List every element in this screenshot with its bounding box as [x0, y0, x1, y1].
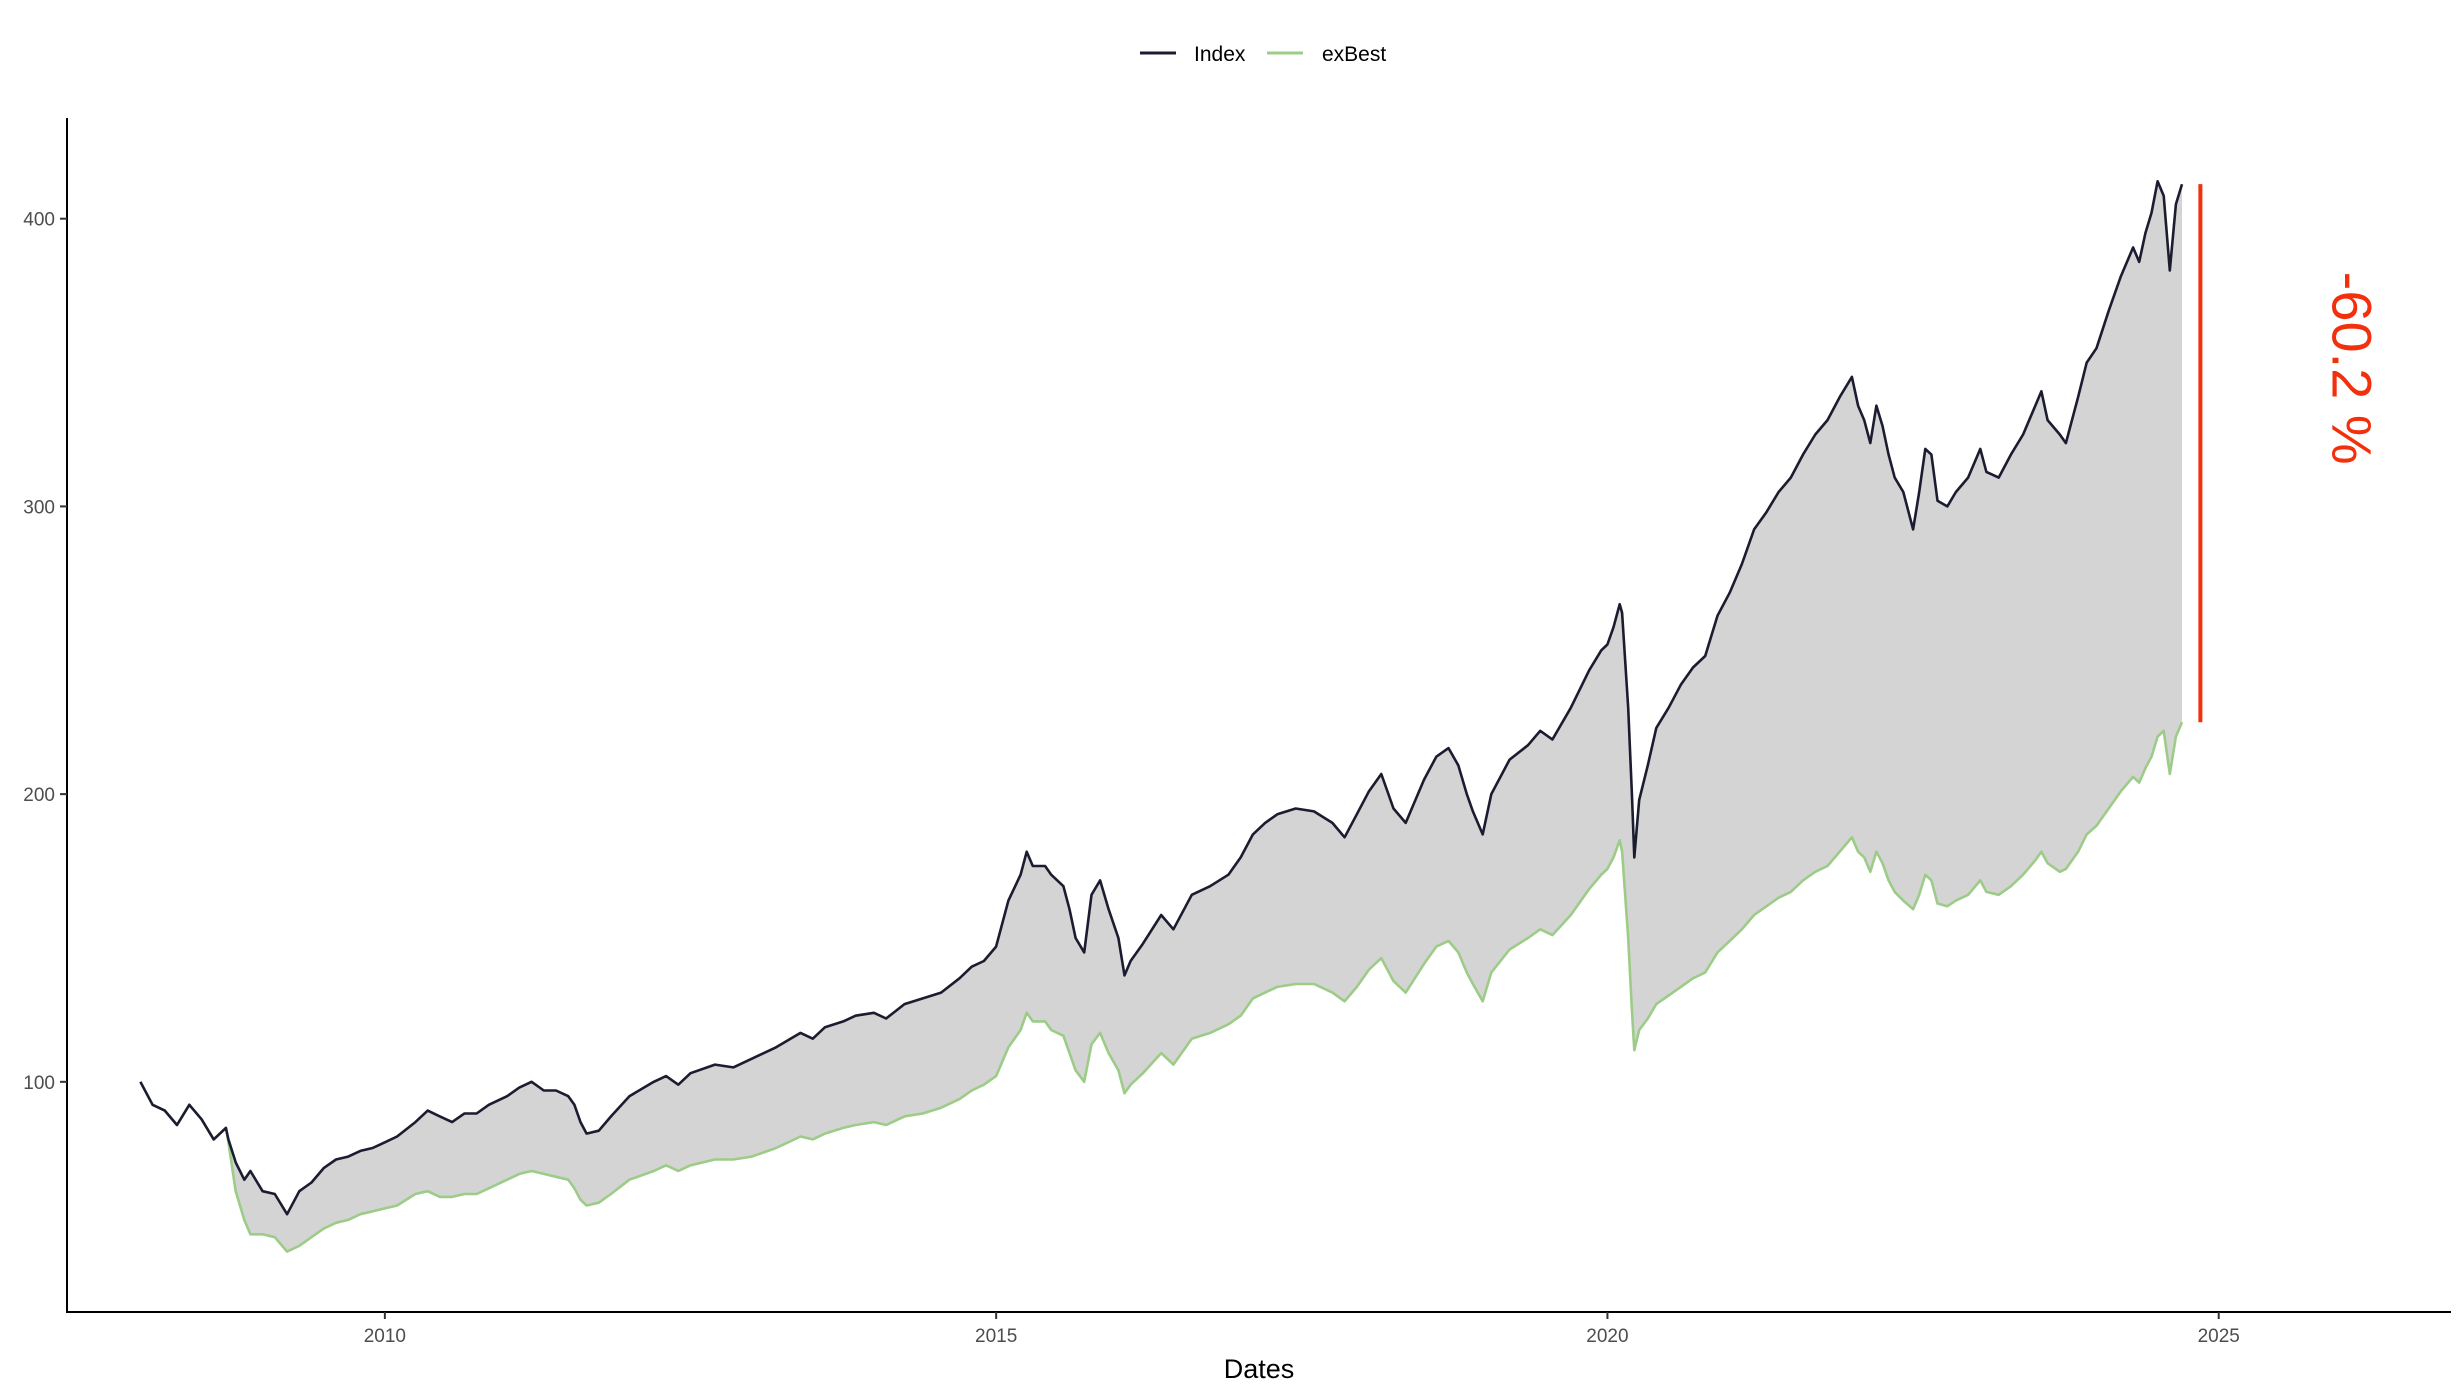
- legend-label-exbest: exBest: [1322, 43, 1386, 66]
- plot-area: -60.2 %: [139, 180, 2384, 1253]
- x-tick-label: 2010: [364, 1326, 406, 1347]
- series-line-exbest: [139, 721, 2184, 1253]
- x-axis-ticks: 2010 2015 2020 2025: [364, 1312, 2240, 1347]
- x-tick-label: 2020: [1586, 1326, 1628, 1347]
- drawdown-label: -60.2 %: [2321, 272, 2384, 465]
- legend-label-index: Index: [1194, 43, 1246, 66]
- legend: Index exBest: [1140, 43, 1386, 66]
- y-tick-label: 300: [23, 497, 55, 518]
- y-tick-label: 100: [23, 1073, 55, 1094]
- gap-fill-area: [140, 181, 2182, 1252]
- y-axis-ticks: 100 200 300 400: [23, 210, 67, 1094]
- x-tick-label: 2025: [2198, 1326, 2240, 1347]
- y-tick-label: 200: [23, 785, 55, 806]
- x-tick-label: 2015: [975, 1326, 1017, 1347]
- series-line-index: [139, 180, 2184, 1216]
- axes: 100 200 300 400 2010 2015 2020 2025 Dates: [23, 118, 2451, 1384]
- x-axis-title: Dates: [1224, 1354, 1295, 1384]
- y-tick-label: 400: [23, 210, 55, 231]
